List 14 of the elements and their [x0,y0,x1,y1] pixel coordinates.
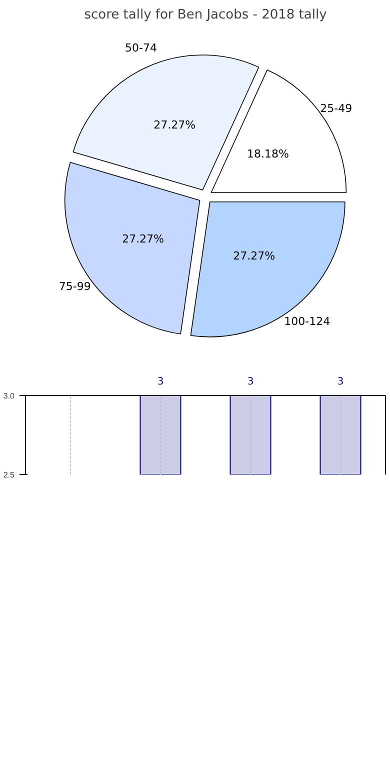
y-tick-label: 3.0 [3,392,16,400]
slice-label: 25-49 [320,102,352,116]
slice-label: 50-74 [125,42,157,55]
data-label: 27.27% [233,249,276,262]
slice-label: 75-99 [58,280,91,293]
data-label: 3 [247,376,254,388]
data-label: 27.27% [122,232,164,246]
data-label: 18.18% [246,148,289,161]
chart-title: score tally for Ben Jacobs - 2018 tally [84,8,328,22]
data-label: 3 [337,376,344,388]
data-label: 3 [157,376,164,388]
y-tick-label: 2.5 [3,470,16,480]
slice-label: 100-124 [284,315,330,328]
data-label: 27.27% [154,118,196,132]
